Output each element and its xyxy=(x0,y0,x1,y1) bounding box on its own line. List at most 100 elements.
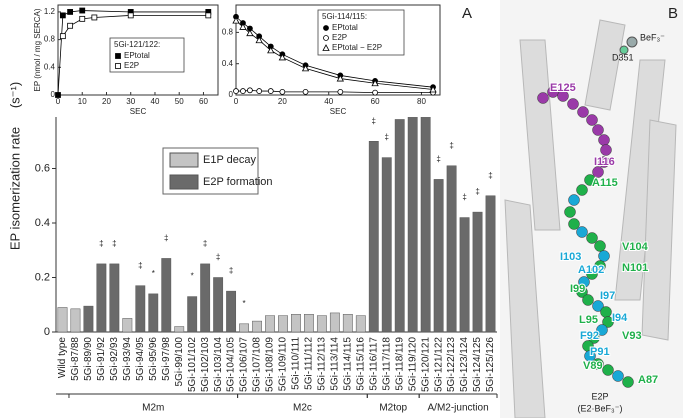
residue-label: E125 xyxy=(550,82,576,94)
bar xyxy=(252,320,262,333)
significance-marker: ‡ xyxy=(203,239,207,248)
data-point xyxy=(429,85,437,93)
bar xyxy=(187,296,198,333)
data-point xyxy=(240,88,246,94)
bar xyxy=(316,315,327,333)
inset-legend-box xyxy=(109,37,185,73)
x-tick-label: 5Gi-109/110 xyxy=(278,337,289,392)
residue-label: I94 xyxy=(612,312,628,324)
residue-ball xyxy=(586,268,598,280)
x-tick-label: 5Gi-115/116 xyxy=(355,337,366,391)
x-tick-label: 5Gi-124/125 xyxy=(472,337,483,392)
residue-label: I97 xyxy=(600,290,615,302)
data-point xyxy=(372,89,378,96)
data-point xyxy=(79,15,86,22)
data-point xyxy=(301,64,310,72)
residue-ball xyxy=(537,92,549,104)
y-tick-label: 0.4 xyxy=(222,59,234,68)
bar xyxy=(472,211,483,333)
x-axis-title: SEC xyxy=(330,107,347,116)
residue-ball xyxy=(596,324,608,336)
residue-ball xyxy=(567,98,579,110)
legend-symbol xyxy=(115,63,121,69)
residue-label: L95 xyxy=(579,314,598,326)
data-point xyxy=(67,9,74,15)
legend-symbol xyxy=(323,25,329,31)
residue-label: I103 xyxy=(560,251,581,263)
x-tick-label: 5Gi-112/113 xyxy=(317,337,328,391)
bar xyxy=(485,195,496,333)
residue-ball xyxy=(584,350,596,362)
bar xyxy=(368,141,379,333)
residue-ball xyxy=(600,306,612,318)
bar xyxy=(420,105,431,333)
x-tick-label: 5Gi-121/122 xyxy=(433,337,444,392)
residue-ball xyxy=(592,300,604,312)
data-point xyxy=(233,88,239,94)
significance-marker: ‡ xyxy=(449,141,453,150)
y-axis-title: EP isomerization rate xyxy=(7,127,22,250)
x-tick-label: 5Gi-99/100 xyxy=(174,337,185,387)
data-point xyxy=(239,23,247,30)
data-point xyxy=(79,7,86,14)
y-tick-label: 1.2 xyxy=(44,7,56,16)
significance-marker: ‡ xyxy=(488,171,492,180)
significance-marker: ‡ xyxy=(99,239,103,248)
panel-label: A xyxy=(462,5,472,22)
y-axis-unit: (s⁻¹) xyxy=(7,82,22,108)
x-tick-label: 5Gi-118/119 xyxy=(394,337,405,391)
residue-ball xyxy=(582,294,594,306)
bar xyxy=(355,315,366,333)
significance-marker: * xyxy=(191,272,194,281)
data-point xyxy=(91,14,98,21)
inset-legend-box xyxy=(317,9,405,56)
x-tick-label: 50 xyxy=(175,97,184,106)
y-tick-label: 0.2 xyxy=(35,271,50,283)
bar xyxy=(148,293,159,333)
x-tick-label: 5Gi-117/118 xyxy=(381,337,392,391)
x-tick-label: 5Gi-122/123 xyxy=(446,337,457,392)
residue-ball xyxy=(586,232,598,244)
x-tick-label: 30 xyxy=(126,97,135,106)
x-tick-label: 10 xyxy=(78,97,87,106)
x-tick-label: 60 xyxy=(371,97,380,106)
bar xyxy=(446,165,457,333)
residue-ball xyxy=(568,218,580,230)
x-tick-label: 5Gi-123/124 xyxy=(459,337,470,392)
fit-line xyxy=(235,16,434,88)
x-tick-label: Wild type xyxy=(57,337,68,379)
x-tick-label: 5Gi-104/105 xyxy=(226,337,237,392)
inset-legend-label: E2P xyxy=(124,61,139,70)
residue-ball xyxy=(592,124,604,136)
bar xyxy=(226,290,237,333)
residue-label: V93 xyxy=(622,330,642,342)
bar xyxy=(459,217,470,333)
ligand-atom xyxy=(626,36,638,48)
residue-label: V104 xyxy=(622,241,649,253)
inset-legend-title: 5Gi-121/122: xyxy=(114,40,160,49)
data-point xyxy=(232,16,240,24)
legend-label: E1P decay xyxy=(203,154,257,166)
bar xyxy=(174,326,185,333)
legend-symbol xyxy=(323,35,329,41)
residue-ball xyxy=(594,260,606,272)
bar xyxy=(109,263,120,333)
ligand-label: BeF₃⁻ xyxy=(640,32,665,42)
residue-ball xyxy=(594,240,606,252)
bar xyxy=(342,314,353,333)
residue-ball xyxy=(547,86,559,98)
site-label: D351 xyxy=(612,52,634,62)
residue-ball xyxy=(576,286,588,298)
residue-ball xyxy=(568,194,580,206)
data-point xyxy=(205,12,212,19)
data-point xyxy=(59,12,66,19)
residue-ball xyxy=(576,226,588,238)
bar xyxy=(265,315,275,333)
group-label: M2m xyxy=(142,403,164,414)
residue-ball xyxy=(612,370,624,382)
significance-marker: ‡ xyxy=(462,193,466,202)
x-tick-label: 5Gi-95/96 xyxy=(148,337,159,381)
residue-ball xyxy=(576,184,588,196)
x-tick-label: 40 xyxy=(324,97,333,106)
